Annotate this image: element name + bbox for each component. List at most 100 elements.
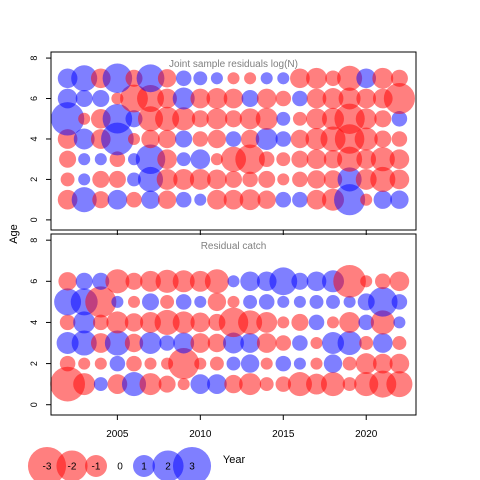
legend-bubble xyxy=(56,450,88,480)
residual-bubble xyxy=(372,333,393,353)
residual-bubble xyxy=(255,128,278,150)
residual-bubble xyxy=(277,72,290,85)
residual-bubble xyxy=(292,90,308,107)
residual-bubble xyxy=(374,110,392,128)
residual-bubble xyxy=(334,103,365,134)
residual-bubble xyxy=(175,191,192,208)
residual-bubble xyxy=(292,111,307,126)
residual-bubble xyxy=(325,70,341,87)
residual-bubble xyxy=(287,372,312,397)
residual-bubble xyxy=(124,333,144,353)
residual-bubble xyxy=(172,87,195,110)
y-tick-label: 8 xyxy=(29,56,39,61)
residual-bubble xyxy=(241,89,259,108)
residual-bubble xyxy=(207,333,227,353)
y-tick-label: 0 xyxy=(29,402,39,407)
residual-bubble xyxy=(157,190,177,209)
residual-bubble xyxy=(190,374,211,394)
residual-bubble xyxy=(60,172,75,187)
residual-bubble xyxy=(71,65,98,92)
residual-bubble xyxy=(206,108,228,130)
panel-title: Joint sample residuals log(N) xyxy=(169,59,298,70)
residual-bubble xyxy=(389,169,410,190)
residual-bubble xyxy=(190,312,211,333)
residual-bubble xyxy=(207,374,227,394)
residual-bubble xyxy=(356,88,377,109)
residual-bubble xyxy=(339,311,361,333)
residual-bubble xyxy=(106,311,129,334)
residual-bubble xyxy=(209,356,224,371)
residual-bubble xyxy=(308,314,325,331)
residual-bubble xyxy=(375,273,391,290)
residual-bubble xyxy=(256,333,277,353)
residual-bubble xyxy=(121,372,147,397)
residual-bubble xyxy=(223,332,244,354)
residual-bubble xyxy=(126,191,142,208)
residual-bubble xyxy=(172,311,195,334)
residual-bubble xyxy=(290,68,310,89)
residual-bubble xyxy=(210,153,223,166)
residual-bubble xyxy=(276,152,291,167)
residual-bubble xyxy=(370,310,395,335)
residual-bubble xyxy=(373,190,392,209)
residual-bubble xyxy=(277,316,290,329)
residual-bubble xyxy=(59,150,77,168)
panel-joint-sample-residuals: Joint sample residuals log(N) 0 2 4 6 8 xyxy=(29,51,417,235)
residual-bubble xyxy=(256,88,277,109)
residual-bubble xyxy=(356,149,377,170)
panel-frame xyxy=(50,51,417,231)
residual-bubble xyxy=(306,271,327,292)
residual-bubble xyxy=(94,153,107,166)
residual-bubble xyxy=(105,269,130,294)
residual-bubble xyxy=(175,130,193,148)
residual-bubble xyxy=(190,333,211,353)
residual-bubble xyxy=(343,295,356,308)
y-tick-label: 4 xyxy=(29,136,39,141)
residual-bubble xyxy=(191,110,209,128)
residual-bubble xyxy=(356,68,377,89)
residual-bubble xyxy=(326,294,340,309)
y-tick-label: 2 xyxy=(29,361,39,366)
residual-bubble xyxy=(140,270,161,292)
residual-bubble xyxy=(154,309,180,335)
residual-bubble xyxy=(111,92,124,105)
residual-bubble xyxy=(244,72,257,85)
residual-bubble xyxy=(137,166,164,192)
residual-bubble xyxy=(210,72,223,85)
residual-bubble xyxy=(136,64,165,93)
residual-bubble xyxy=(306,373,327,395)
residual-bubble xyxy=(85,286,117,318)
residual-bubble xyxy=(275,376,292,392)
residual-bubble xyxy=(139,332,162,354)
residual-bubble xyxy=(372,353,393,374)
residual-bubble xyxy=(370,147,395,172)
residual-bubble xyxy=(125,110,143,128)
residual-bubble xyxy=(242,171,258,188)
residual-bubble xyxy=(372,67,394,89)
residual-bubble xyxy=(342,377,357,392)
residual-bubble xyxy=(224,170,243,188)
residual-bubble xyxy=(137,106,164,132)
x-tick-label: 2020 xyxy=(355,429,378,440)
residual-bubble xyxy=(354,127,378,151)
residual-bubble xyxy=(78,173,91,186)
residual-bubble xyxy=(257,190,276,209)
residual-bubble xyxy=(194,295,207,308)
y-tick-label: 6 xyxy=(29,279,39,284)
residual-bubble xyxy=(73,311,96,334)
y-tick-label: 2 xyxy=(29,177,39,182)
residual-bubble xyxy=(173,332,195,354)
residual-bubble xyxy=(224,374,243,394)
residual-bubble xyxy=(227,275,240,288)
residual-bubble xyxy=(206,88,228,109)
residual-bubble xyxy=(310,357,323,370)
residual-bubble xyxy=(59,314,76,331)
residual-bubble xyxy=(224,110,243,128)
residual-bubble xyxy=(391,131,408,147)
residual-bubble xyxy=(73,128,95,150)
residual-bubble xyxy=(276,111,291,126)
legend-label: 0 xyxy=(117,462,123,473)
residual-bubble xyxy=(71,330,97,356)
panel-frame xyxy=(50,233,417,416)
